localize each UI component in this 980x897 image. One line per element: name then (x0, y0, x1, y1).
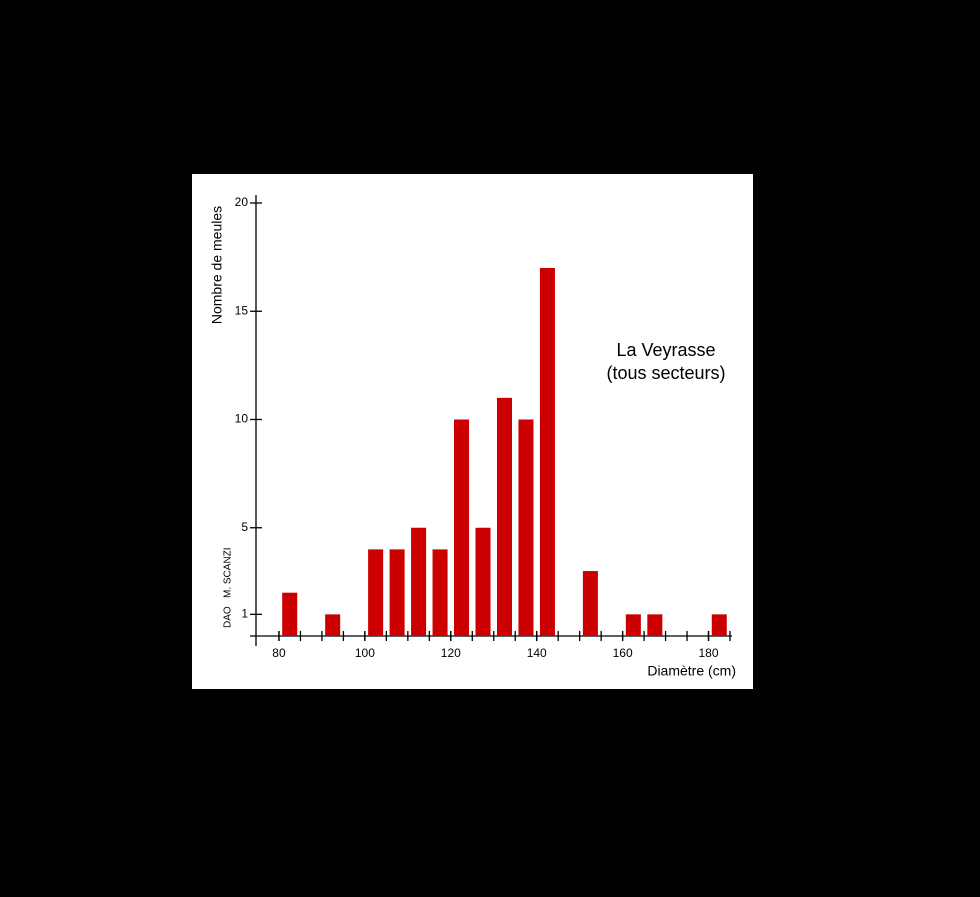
x-tick-label: 80 (272, 646, 286, 660)
x-tick-label: 120 (441, 646, 461, 660)
bar (325, 614, 341, 636)
x-tick-label: 100 (355, 646, 375, 660)
y-tick-label: 10 (235, 412, 249, 426)
x-tick-label: 160 (613, 646, 633, 660)
y-axis-label: Nombre de meules (209, 206, 225, 324)
panel (192, 174, 753, 689)
bar (411, 527, 427, 636)
y-tick-label: 20 (235, 195, 249, 209)
chart-title: La Veyrasse (616, 340, 715, 360)
bar (625, 614, 641, 636)
bar (475, 527, 491, 636)
bar (582, 571, 598, 636)
x-tick-label: 140 (527, 646, 547, 660)
y-tick-label: 5 (241, 520, 248, 534)
x-tick-label: 180 (699, 646, 719, 660)
bar (368, 549, 384, 636)
bar (282, 592, 298, 636)
bar (432, 549, 448, 636)
annotation: DAO M. SCANZI (223, 547, 234, 628)
y-tick-label: 15 (235, 303, 249, 317)
bar (496, 397, 513, 636)
y-tick-label: 1 (241, 607, 248, 621)
chart-subtitle: (tous secteurs) (606, 363, 725, 383)
bar (518, 419, 534, 636)
bar (647, 614, 663, 636)
bar (539, 267, 555, 636)
x-axis-label: Diamètre (cm) (647, 663, 736, 679)
bar (389, 549, 405, 636)
bar (454, 419, 470, 636)
bar (711, 614, 727, 636)
